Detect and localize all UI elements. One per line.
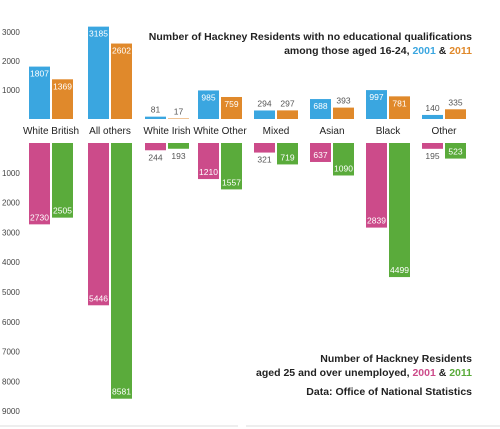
- data-label-top: 294: [257, 98, 271, 108]
- bar-bottom-2011: [221, 143, 242, 190]
- data-label-top: 335: [448, 97, 462, 107]
- chart-title-top-line1: Number of Hackney Residents with no educ…: [149, 31, 472, 43]
- bar-bottom-2001: [366, 143, 387, 228]
- y-tick-label-bottom: 8000: [2, 377, 20, 386]
- chart-title-bottom-line2: aged 25 and over unemployed, 2001 & 2011: [256, 367, 472, 379]
- data-label-bottom: 637: [313, 150, 327, 160]
- bar-bottom-2001: [198, 143, 219, 180]
- bar-top-2011: [389, 96, 410, 119]
- data-label-bottom: 523: [448, 147, 462, 157]
- bar-top-2011: [277, 110, 298, 119]
- data-label-bottom: 4499: [390, 265, 409, 275]
- bar-bottom-2001: [310, 143, 331, 162]
- bar-bottom-2011: [389, 143, 410, 278]
- bar-top-2001: [29, 66, 50, 119]
- data-label-bottom: 193: [171, 151, 185, 161]
- data-label-bottom: 8581: [112, 387, 131, 397]
- data-label-top: 81: [151, 105, 161, 115]
- bar-bottom-2001: [145, 143, 166, 151]
- bar-bottom-2001: [88, 143, 109, 306]
- bar-bottom-2001: [422, 143, 443, 149]
- source-note: Data: Office of National Statistics: [306, 386, 472, 398]
- data-label-bottom: 2730: [30, 212, 49, 222]
- title-part: among those aged 16-24,: [284, 45, 412, 57]
- data-label-top: 781: [392, 98, 406, 108]
- data-label-bottom: 5446: [89, 293, 108, 303]
- data-label-top: 688: [313, 101, 327, 111]
- bar-bottom-2011: [333, 143, 354, 176]
- y-tick-label-bottom: 5000: [2, 288, 20, 297]
- y-tick-label-top: 1000: [2, 86, 20, 95]
- bar-top-2011: [445, 109, 466, 119]
- data-label-top: 1369: [53, 81, 72, 91]
- y-tick-label-bottom: 3000: [2, 228, 20, 237]
- bar-bottom-2001: [254, 143, 275, 153]
- chart-title-bottom-line1: Number of Hackney Residents: [320, 353, 472, 365]
- y-tick-label-top: 2000: [2, 57, 20, 66]
- data-label-top: 297: [280, 98, 294, 108]
- category-label: White Irish: [143, 126, 190, 137]
- bar-top-2001: [310, 99, 331, 119]
- data-label-top: 1807: [30, 69, 49, 79]
- y-tick-label-top: 3000: [2, 28, 20, 37]
- y-tick-label-bottom: 1000: [2, 169, 20, 178]
- title-part: 2001: [412, 367, 436, 379]
- y-tick-label-bottom: 9000: [2, 407, 20, 416]
- bar-bottom-2011: [277, 143, 298, 165]
- chart-title-top-line2: among those aged 16-24, 2001 & 2011: [284, 45, 472, 57]
- bar-top-2001: [422, 114, 443, 119]
- data-label-top: 3185: [89, 29, 108, 39]
- category-label: White British: [23, 126, 79, 137]
- bar-top-2001: [198, 90, 219, 119]
- title-part: 2011: [449, 45, 472, 57]
- bar-top-2001: [254, 110, 275, 119]
- title-part: &: [436, 367, 449, 379]
- title-part: aged 25 and over unemployed,: [256, 367, 412, 379]
- bar-top-2001: [88, 26, 109, 119]
- data-label-bottom: 1090: [334, 163, 353, 173]
- data-label-bottom: 195: [425, 151, 439, 161]
- title-part: 2011: [449, 367, 472, 379]
- y-tick-label-bottom: 2000: [2, 199, 20, 208]
- data-label-bottom: 244: [148, 152, 162, 162]
- bar-top-2011: [52, 79, 73, 119]
- y-tick-label-bottom: 7000: [2, 348, 20, 357]
- bar-top-2011: [111, 43, 132, 119]
- bar-bottom-2011: [111, 143, 132, 399]
- bar-bottom-2011: [168, 143, 189, 149]
- y-tick-label-bottom: 4000: [2, 258, 20, 267]
- data-label-top: 140: [425, 103, 439, 113]
- data-label-bottom: 321: [257, 155, 271, 165]
- title-part: &: [436, 45, 449, 57]
- data-label-bottom: 2839: [367, 216, 386, 226]
- bar-top-2001: [366, 90, 387, 119]
- y-tick-label-bottom: 6000: [2, 318, 20, 327]
- bar-top-2011: [221, 96, 242, 119]
- data-label-top: 393: [336, 96, 350, 106]
- bar-top-2001: [145, 116, 166, 119]
- category-label: All others: [89, 126, 131, 137]
- data-label-top: 759: [224, 99, 238, 109]
- bar-top-2011: [333, 107, 354, 119]
- data-label-bottom: 1557: [222, 177, 241, 187]
- title-part: 2001: [412, 45, 436, 57]
- data-label-top: 997: [369, 92, 383, 102]
- data-label-bottom: 1210: [199, 167, 218, 177]
- data-label-bottom: 719: [280, 152, 294, 162]
- data-label-top: 2602: [112, 46, 131, 56]
- category-label: White Other: [193, 126, 247, 137]
- bar-bottom-2001: [29, 143, 50, 225]
- bar-bottom-2011: [445, 143, 466, 159]
- data-label-top: 985: [201, 92, 215, 102]
- bar-bottom-2011: [52, 143, 73, 218]
- category-label: Other: [431, 126, 457, 137]
- data-label-bottom: 2505: [53, 206, 72, 216]
- category-label: Black: [376, 126, 401, 137]
- data-label-top: 17: [174, 107, 184, 117]
- category-label: Mixed: [263, 126, 290, 137]
- category-label: Asian: [319, 126, 344, 137]
